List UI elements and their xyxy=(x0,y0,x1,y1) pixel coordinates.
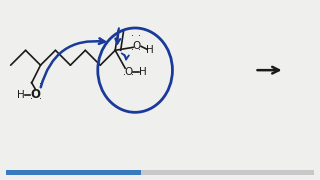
Text: H: H xyxy=(17,90,25,100)
Text: ·: · xyxy=(131,71,134,81)
Text: ·: · xyxy=(123,71,126,81)
Text: O: O xyxy=(124,67,132,77)
Bar xyxy=(6,170,314,175)
Text: ·: · xyxy=(138,31,141,41)
Text: ·: · xyxy=(138,45,141,55)
FancyArrowPatch shape xyxy=(41,38,105,87)
Text: ·: · xyxy=(38,80,42,89)
Text: H: H xyxy=(139,67,147,77)
Text: ·: · xyxy=(38,94,42,104)
Text: ·: · xyxy=(29,94,33,104)
Text: H: H xyxy=(146,45,154,55)
Text: ·: · xyxy=(131,45,134,55)
Text: ·: · xyxy=(29,80,33,89)
FancyArrowPatch shape xyxy=(115,28,120,44)
Text: O: O xyxy=(30,88,41,102)
Text: O: O xyxy=(132,41,140,51)
FancyArrowPatch shape xyxy=(122,53,129,60)
Bar xyxy=(6,170,141,175)
Text: ·: · xyxy=(131,31,134,41)
